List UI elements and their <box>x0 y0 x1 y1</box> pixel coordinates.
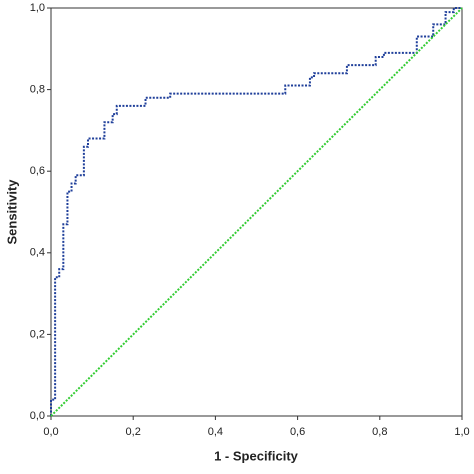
y-tick-label: 0,4 <box>30 247 45 259</box>
x-tick-label: 0,2 <box>126 426 141 438</box>
x-tick-label: 0,4 <box>208 426 223 438</box>
y-tick-label: 0,2 <box>30 328 45 340</box>
x-tick-label: 0,0 <box>43 426 58 438</box>
x-axis-title: 1 - Specificity <box>214 448 299 463</box>
y-tick-label: 0,0 <box>30 410 45 422</box>
roc-line <box>50 7 463 417</box>
y-tick-label: 0,6 <box>30 165 45 177</box>
roc-line <box>50 7 462 416</box>
y-axis-title: Sensitivity <box>4 179 19 245</box>
x-tick-label: 0,8 <box>372 426 387 438</box>
plot-frame <box>50 7 463 417</box>
y-tick-label: 1,0 <box>30 2 45 14</box>
x-tick-label: 0,6 <box>290 426 305 438</box>
x-tick-label: 1,0 <box>454 426 469 438</box>
y-tick-label: 0,8 <box>30 84 45 96</box>
